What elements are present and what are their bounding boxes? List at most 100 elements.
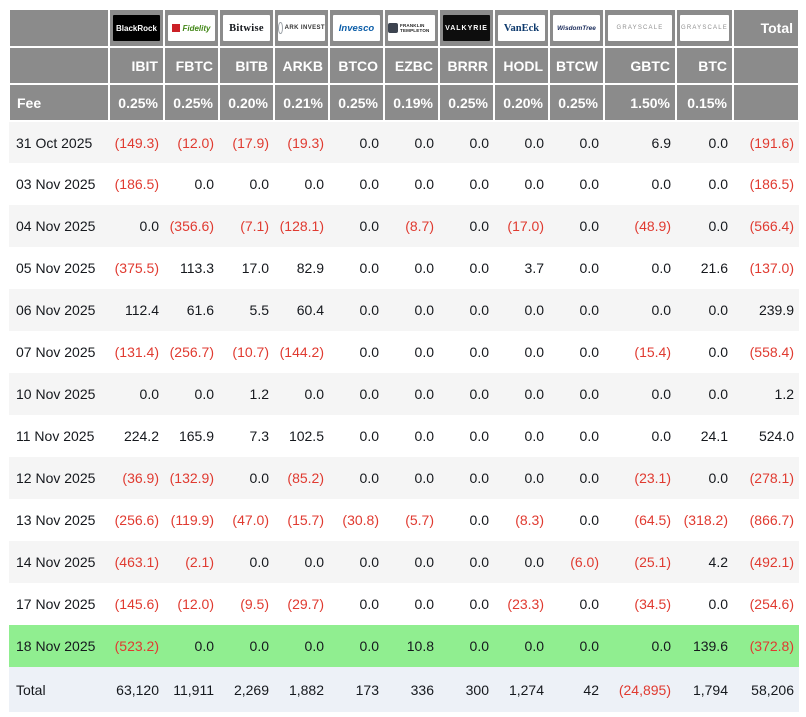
flow-cell-BTC: 0.0 bbox=[708, 596, 728, 612]
flow-cell-HODL: (8.3) bbox=[515, 512, 544, 528]
date-cell: 13 Nov 2025 bbox=[16, 512, 96, 528]
flow-cell-BTCW: 0.0 bbox=[579, 470, 599, 486]
fee-HODL: 0.20% bbox=[493, 83, 550, 122]
franklin-templeton-logo: FRANKLIN TEMPLETON bbox=[388, 15, 435, 41]
flow-cell-BITB: 17.0 bbox=[241, 260, 269, 276]
ticker-header-BTCO: BTCO bbox=[328, 46, 385, 85]
provider-cell-IBIT: BlackRock bbox=[108, 8, 165, 48]
total-cell-BTCO: 173 bbox=[355, 681, 379, 698]
flow-cell-ARKB: (144.2) bbox=[279, 344, 324, 360]
flow-row-highlighted: 18 Nov 2025 (523.2) 0.0 0.0 0.0 0.0 10.8 0.0 0.0… bbox=[9, 625, 799, 667]
row-total-cell: (866.7) bbox=[749, 512, 794, 528]
flow-cell-FBTC: (119.9) bbox=[170, 512, 214, 528]
flow-cell-IBIT: (36.9) bbox=[122, 470, 159, 486]
flow-cell-BRRR: 0.0 bbox=[469, 302, 489, 318]
date-cell: 10 Nov 2025 bbox=[16, 386, 96, 402]
flow-cell-BITB: 7.3 bbox=[249, 428, 269, 444]
flow-cell-BTCO: 0.0 bbox=[359, 596, 379, 612]
fee-BTC: 0.15% bbox=[675, 83, 734, 122]
table-body: 31 Oct 2025 (149.3) (12.0) (17.9) (19.3) 0.0 0… bbox=[9, 121, 799, 712]
flow-cell-BTCW: 0.0 bbox=[579, 596, 599, 612]
flow-cell-IBIT: (186.5) bbox=[114, 176, 159, 192]
flow-cell-HODL: 0.0 bbox=[524, 176, 544, 192]
flow-cell-HODL: 3.7 bbox=[524, 260, 544, 276]
flow-cell-ARKB: 102.5 bbox=[288, 428, 324, 444]
ticker-header-row: IBIT FBTC BITB ARKB BTCO EZBC BRRR HODL BTCW GBTC… bbox=[8, 46, 800, 85]
flow-cell-IBIT: (131.4) bbox=[114, 344, 159, 360]
flow-cell-BRRR: 0.0 bbox=[469, 428, 489, 444]
flow-cell-EZBC: 0.0 bbox=[414, 596, 434, 612]
flow-cell-BTCW: 0.0 bbox=[579, 386, 599, 402]
flow-cell-GBTC: 0.0 bbox=[651, 386, 671, 402]
flow-cell-BRRR: 0.0 bbox=[469, 596, 489, 612]
flow-cell-BTC: 0.0 bbox=[708, 344, 728, 360]
flow-cell-BTC: 0.0 bbox=[708, 176, 728, 192]
vaneck-logo: VanEck bbox=[498, 15, 545, 41]
flow-cell-BRRR: 0.0 bbox=[469, 176, 489, 192]
grand-total-cell: 58,206 bbox=[751, 681, 794, 698]
flow-cell-BTC: 21.6 bbox=[700, 260, 728, 276]
fee-EZBC: 0.19% bbox=[383, 83, 440, 122]
flow-cell-IBIT: 224.2 bbox=[123, 428, 159, 444]
logo-header-row: BlackRock Fidelity Bitwise ARK INVEST Invesc… bbox=[8, 8, 800, 48]
flow-cell-BTC: 139.6 bbox=[692, 638, 728, 654]
flow-row: 04 Nov 2025 0.0 (356.6) (7.1) (128.1) 0.0 (8.7… bbox=[9, 205, 799, 247]
fee-FBTC: 0.25% bbox=[163, 83, 220, 122]
flow-cell-GBTC: 0.0 bbox=[651, 260, 671, 276]
flow-cell-FBTC: 0.0 bbox=[194, 386, 214, 402]
flow-cell-ARKB: (128.1) bbox=[279, 218, 324, 234]
date-cell: 12 Nov 2025 bbox=[16, 470, 96, 486]
flow-row: 11 Nov 2025 224.2 165.9 7.3 102.5 0.0 0.0 0.0 0.… bbox=[9, 415, 799, 457]
flow-cell-IBIT: 0.0 bbox=[139, 218, 159, 234]
fee-BTCW: 0.25% bbox=[548, 83, 605, 122]
total-cell-EZBC: 336 bbox=[410, 681, 434, 698]
flow-cell-BRRR: 0.0 bbox=[469, 386, 489, 402]
flow-cell-EZBC: 0.0 bbox=[414, 386, 434, 402]
flow-cell-IBIT: 0.0 bbox=[139, 386, 159, 402]
fidelity-logo: Fidelity bbox=[168, 15, 215, 41]
ticker-header-GBTC: GBTC bbox=[603, 46, 677, 85]
provider-cell-BTCO: Invesco bbox=[328, 8, 385, 48]
flow-cell-GBTC: (48.9) bbox=[634, 218, 671, 234]
flow-cell-HODL: 0.0 bbox=[524, 386, 544, 402]
flow-cell-IBIT: (463.1) bbox=[114, 554, 159, 570]
flow-cell-EZBC: 10.8 bbox=[406, 638, 434, 654]
flow-cell-BITB: (17.9) bbox=[232, 134, 269, 151]
flow-cell-BTC: 24.1 bbox=[700, 428, 728, 444]
row-total-cell: (566.4) bbox=[749, 218, 794, 234]
flow-cell-FBTC: (2.1) bbox=[185, 554, 214, 570]
date-cell: 11 Nov 2025 bbox=[16, 428, 95, 444]
total-cell-BITB: 2,269 bbox=[233, 681, 269, 698]
flow-cell-EZBC: (5.7) bbox=[405, 512, 434, 528]
flow-cell-FBTC: 0.0 bbox=[194, 176, 214, 192]
corner-blank-cell bbox=[8, 8, 110, 48]
ticker-header-EZBC: EZBC bbox=[383, 46, 440, 85]
flow-cell-BTCW: 0.0 bbox=[579, 344, 599, 360]
date-cell: 18 Nov 2025 bbox=[16, 638, 96, 654]
flow-cell-FBTC: 165.9 bbox=[178, 428, 214, 444]
total-cell-BTC: 1,794 bbox=[692, 681, 728, 698]
flow-cell-GBTC: (25.1) bbox=[634, 554, 671, 570]
flow-cell-BTCO: 0.0 bbox=[359, 344, 379, 360]
flow-cell-EZBC: 0.0 bbox=[414, 260, 434, 276]
flow-row: 06 Nov 2025 112.4 61.6 5.5 60.4 0.0 0.0 0.0 0.0 0… bbox=[9, 289, 799, 331]
flow-row: 10 Nov 2025 0.0 0.0 1.2 0.0 0.0 0.0 0.0 0.0 0.0 0.… bbox=[9, 373, 799, 415]
flow-cell-BRRR: 0.0 bbox=[469, 344, 489, 360]
fee-BTCO: 0.25% bbox=[328, 83, 385, 122]
provider-cell-GBTC: GRAYSCALE bbox=[603, 8, 677, 48]
blackrock-logo: BlackRock bbox=[113, 15, 160, 41]
flow-cell-BRRR: 0.0 bbox=[469, 554, 489, 570]
flow-row: 07 Nov 2025 (131.4) (256.7) (10.7) (144.2) 0.… bbox=[9, 331, 799, 373]
row-total-cell: 239.9 bbox=[758, 302, 794, 318]
flow-cell-BITB: (9.5) bbox=[240, 596, 269, 612]
flow-cell-ARKB: 0.0 bbox=[304, 386, 324, 402]
flow-cell-FBTC: 0.0 bbox=[194, 638, 214, 654]
ticker-header-BRRR: BRRR bbox=[438, 46, 495, 85]
row-total-cell: (254.6) bbox=[749, 596, 794, 612]
flow-cell-ARKB: 0.0 bbox=[304, 176, 324, 192]
flow-cell-IBIT: 112.4 bbox=[125, 302, 159, 318]
flow-cell-GBTC: (23.1) bbox=[634, 470, 671, 486]
total-cell-GBTC: (24,895) bbox=[618, 681, 671, 698]
flow-cell-EZBC: 0.0 bbox=[414, 176, 434, 192]
provider-cell-ARKB: ARK INVEST bbox=[273, 8, 330, 48]
